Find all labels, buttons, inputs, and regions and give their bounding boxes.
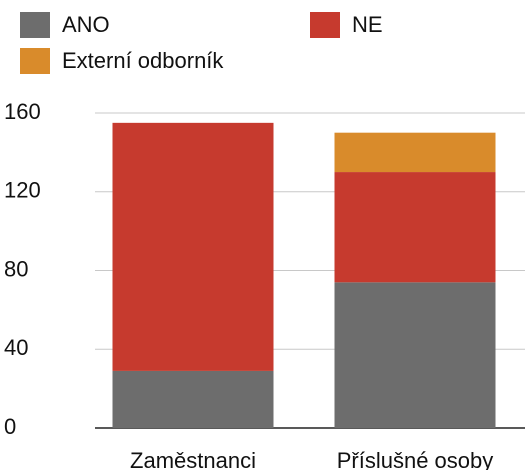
legend-label: Externí odborník xyxy=(62,48,224,73)
legend-label: NE xyxy=(352,12,383,37)
bar-segment xyxy=(112,122,274,371)
legend-swatch xyxy=(20,12,50,38)
y-tick-label: 40 xyxy=(4,335,28,360)
y-tick-label: 160 xyxy=(4,99,41,124)
bar-segment xyxy=(112,370,274,428)
y-tick-label: 80 xyxy=(4,256,28,281)
y-tick-label: 120 xyxy=(4,178,41,203)
y-tick-label: 0 xyxy=(4,414,16,439)
legend-label: ANO xyxy=(62,12,110,37)
legend-swatch xyxy=(310,12,340,38)
x-tick-label: Příslušné osoby xyxy=(337,448,494,470)
bar-segment xyxy=(334,172,496,283)
x-tick-label: Zaměstnanci xyxy=(130,448,256,470)
bar-segment xyxy=(334,282,496,428)
bar-segment xyxy=(334,132,496,173)
legend-swatch xyxy=(20,48,50,74)
